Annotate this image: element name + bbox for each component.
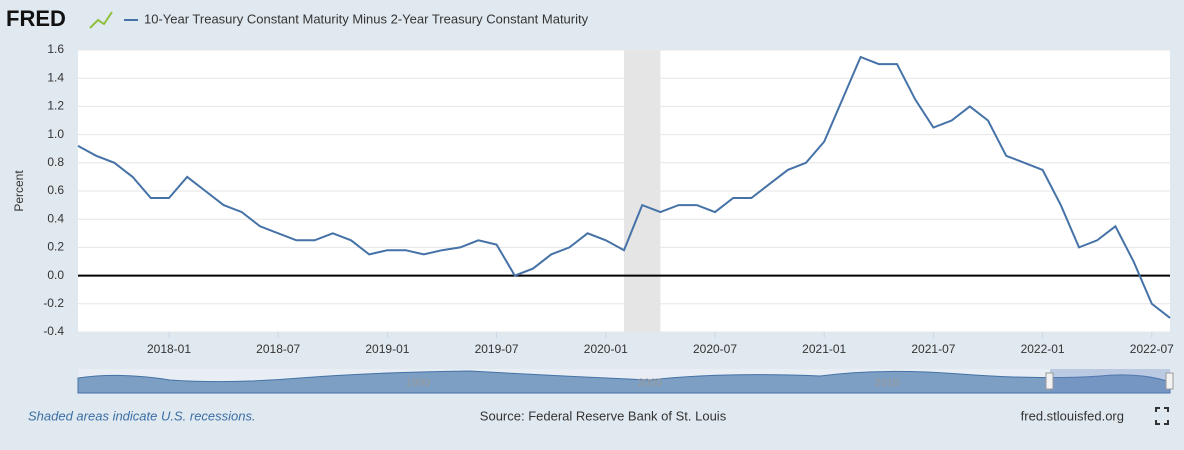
y-tick-label: -0.4	[43, 324, 64, 338]
navigator-window[interactable]	[1050, 369, 1170, 393]
y-tick-label: -0.2	[43, 296, 64, 310]
x-tick-label: 2022-07	[1130, 342, 1174, 356]
navigator-label: 1990	[406, 377, 430, 389]
y-tick-label: 1.6	[47, 42, 64, 56]
logo: FRED	[6, 6, 66, 31]
x-tick-label: 2019-01	[365, 342, 409, 356]
x-tick-label: 2021-07	[911, 342, 955, 356]
fullscreen-icon[interactable]	[1155, 407, 1169, 425]
x-tick-label: 2020-07	[693, 342, 737, 356]
navigator-handle[interactable]	[1045, 372, 1054, 390]
y-tick-label: 1.4	[47, 70, 64, 84]
y-tick-label: 0.4	[47, 211, 64, 225]
x-tick-label: 2018-01	[147, 342, 191, 356]
navigator-label: 2010	[875, 377, 899, 389]
y-tick-label: 0.6	[47, 183, 64, 197]
y-axis-label: Percent	[12, 170, 26, 212]
x-tick-label: 2019-07	[475, 342, 519, 356]
site: fred.stlouisfed.org	[1021, 408, 1124, 423]
navigator-handle[interactable]	[1165, 372, 1174, 390]
navigator-label: 2000	[638, 377, 662, 389]
x-tick-label: 2021-01	[802, 342, 846, 356]
navigator-area	[77, 370, 1171, 394]
x-tick-label: 2020-01	[584, 342, 628, 356]
x-tick-label: 2022-01	[1021, 342, 1065, 356]
logo-icon	[89, 11, 113, 29]
legend-entry: 10-Year Treasury Constant Maturity Minus…	[144, 11, 589, 26]
navigator: 2010 2000 1990	[77, 369, 1174, 394]
x-tick-label: 2018-07	[256, 342, 300, 356]
data-line	[77, 55, 1171, 319]
y-tick-label: 1.0	[47, 127, 64, 141]
recession-note: Shaded areas indicate U.S. recessions.	[28, 408, 256, 423]
y-tick-label: 1.2	[47, 99, 64, 113]
y-tick-label: 0.8	[47, 155, 64, 169]
source: Source: Federal Reserve Bank of St. Loui…	[480, 408, 727, 423]
y-tick-label: 0.0	[47, 268, 64, 282]
y-tick-label: 0.2	[47, 240, 64, 254]
